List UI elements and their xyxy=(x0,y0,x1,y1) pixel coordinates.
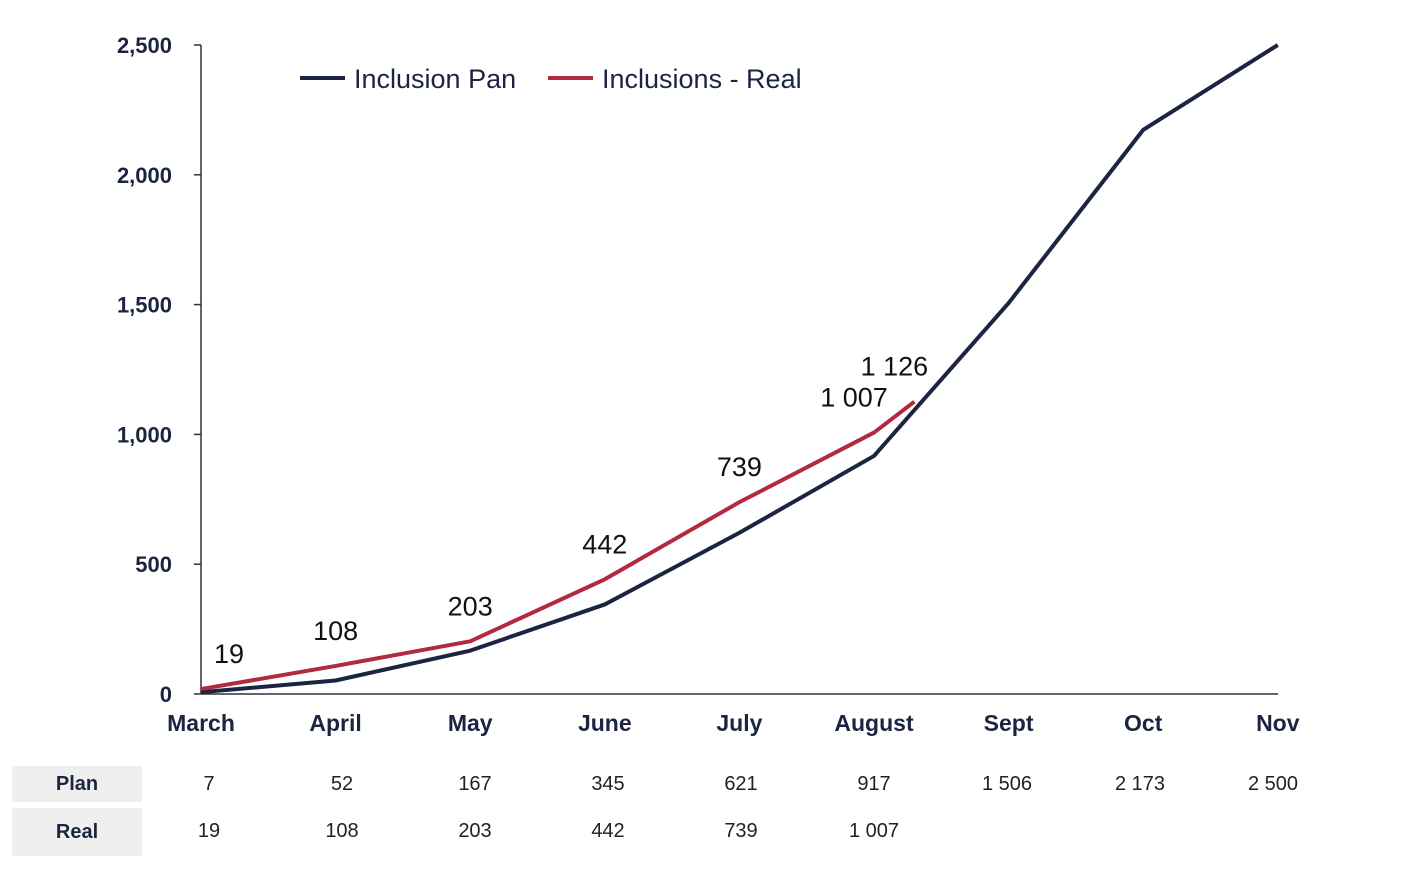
x-tick-label: May xyxy=(448,710,493,736)
y-tick-label: 500 xyxy=(135,552,172,577)
data-label: 19 xyxy=(214,639,244,669)
x-tick-label: August xyxy=(834,710,914,736)
table-cell: 917 xyxy=(857,773,891,795)
table-cell: 108 xyxy=(325,820,359,842)
y-tick-label: 0 xyxy=(160,682,172,707)
table-cell: 7 xyxy=(203,773,215,795)
x-tick-label: March xyxy=(167,710,235,736)
table-row-label: Real xyxy=(12,808,142,856)
table-cell: 1 007 xyxy=(848,820,900,842)
y-tick-label: 2,500 xyxy=(117,33,172,58)
data-label: 739 xyxy=(717,452,762,482)
data-label: 203 xyxy=(448,591,493,621)
x-tick-label: July xyxy=(716,710,762,736)
x-tick-label: Oct xyxy=(1124,710,1163,736)
table-cell: 1 506 xyxy=(981,773,1033,795)
legend-label: Inclusion Pan xyxy=(354,64,516,94)
data-label: 1 126 xyxy=(861,352,929,382)
y-tick-label: 1,000 xyxy=(117,422,172,447)
table-cell: 621 xyxy=(724,773,758,795)
table-cell: 442 xyxy=(591,820,625,842)
table-cell: 2 500 xyxy=(1247,773,1299,795)
y-tick-label: 1,500 xyxy=(117,293,172,318)
x-tick-label: Sept xyxy=(984,710,1034,736)
table-cell: 167 xyxy=(458,773,492,795)
table-cell: 203 xyxy=(458,820,492,842)
legend-label: Inclusions - Real xyxy=(602,64,802,94)
x-tick-label: April xyxy=(309,710,361,736)
data-label: 1 007 xyxy=(820,383,888,413)
table-cell: 52 xyxy=(330,773,354,795)
table-cell: 2 173 xyxy=(1114,773,1166,795)
table-cell: 345 xyxy=(591,773,625,795)
series-line-plan xyxy=(200,43,1279,695)
series-line-real xyxy=(200,400,916,692)
y-tick-label: 2,000 xyxy=(117,163,172,188)
table-cell: 739 xyxy=(724,820,758,842)
data-label: 108 xyxy=(313,616,358,646)
data-label: 442 xyxy=(582,529,627,559)
table-cell: 19 xyxy=(197,820,221,842)
x-tick-label: Nov xyxy=(1256,710,1300,736)
x-tick-label: June xyxy=(578,710,632,736)
line-chart: 0 500 1,000 1,500 2,000 2,500 March April May Jun… xyxy=(117,33,1300,736)
table-row-label: Plan xyxy=(12,766,142,802)
